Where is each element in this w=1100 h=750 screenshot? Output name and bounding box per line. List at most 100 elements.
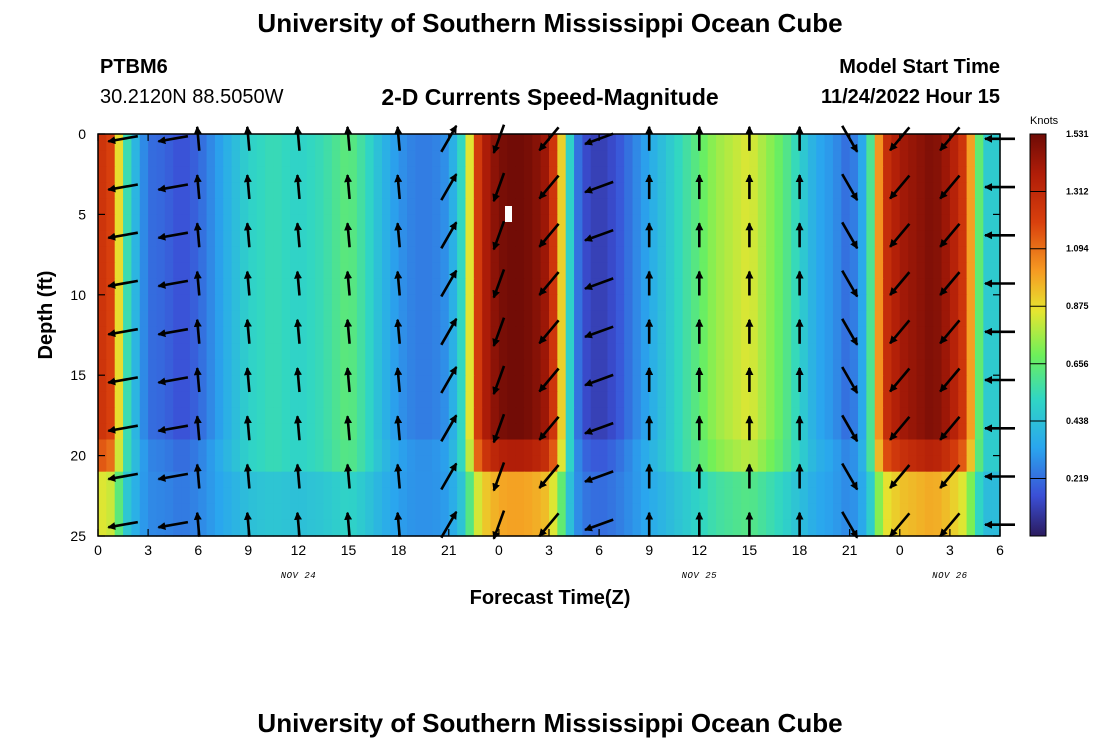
heatmap-cell — [432, 407, 442, 425]
heatmap-cell — [632, 439, 642, 457]
heatmap-cell — [649, 294, 659, 312]
heatmap-cell — [557, 198, 567, 215]
heatmap-cell — [549, 246, 558, 264]
heatmap-cell — [766, 423, 776, 441]
heatmap-cell — [766, 262, 776, 280]
heatmap-cell — [214, 278, 224, 296]
heatmap-cell — [98, 150, 107, 167]
heatmap-cell — [273, 503, 283, 521]
heatmap-cell — [599, 294, 609, 312]
current-arrow — [889, 271, 911, 296]
heatmap-cell — [807, 134, 817, 151]
heatmap-cell — [290, 423, 300, 441]
heatmap-cell — [916, 134, 926, 151]
page-title: University of Southern Mississippi Ocean… — [257, 8, 843, 38]
heatmap-cell — [507, 359, 517, 376]
colorbar-unit: Knots — [1030, 115, 1059, 127]
heatmap-cell — [732, 310, 742, 328]
heatmap-cell — [223, 230, 233, 248]
heatmap-cell — [273, 391, 283, 408]
x-tick-label: 21 — [842, 542, 858, 558]
heatmap-cell — [298, 134, 308, 151]
heatmap-cell — [248, 150, 258, 167]
heatmap-cell — [657, 423, 667, 441]
heatmap-cell — [114, 503, 124, 521]
heatmap-cell — [908, 375, 918, 392]
heatmap-cell — [198, 471, 208, 489]
heatmap-cell — [181, 503, 191, 521]
heatmap-cell — [949, 326, 959, 344]
heatmap-cell — [432, 519, 442, 537]
heatmap-cell — [883, 359, 893, 376]
heatmap-cell — [457, 503, 467, 521]
heatmap-cell — [582, 487, 592, 505]
heatmap-cell — [315, 150, 325, 167]
heatmap-cell — [991, 134, 1001, 151]
y-tick-label: 5 — [78, 206, 86, 222]
heatmap-cell — [949, 294, 959, 312]
heatmap-cell — [883, 503, 893, 521]
heatmap-cell — [507, 423, 517, 441]
heatmap-cell — [983, 487, 993, 505]
heatmap-cell — [407, 198, 416, 215]
heatmap-cell — [958, 503, 968, 521]
current-arrow — [394, 222, 403, 248]
heatmap-cell — [181, 519, 191, 537]
heatmap-cell — [381, 214, 391, 232]
heatmap-cell — [782, 471, 792, 489]
heatmap-cell — [615, 407, 625, 425]
heatmap-cell — [799, 134, 809, 151]
heatmap-cell — [599, 230, 609, 248]
heatmap-cell — [615, 391, 625, 408]
heatmap-cell — [540, 439, 550, 457]
heatmap-cell — [966, 310, 976, 328]
heatmap-cell — [807, 519, 817, 537]
heatmap-cell — [523, 455, 533, 473]
heatmap-cell — [858, 423, 867, 441]
heatmap-cell — [365, 407, 375, 425]
heatmap-cell — [465, 455, 475, 473]
heatmap-cell — [824, 150, 834, 167]
heatmap-cell — [632, 262, 642, 280]
heatmap-cell — [390, 519, 400, 537]
heatmap-cell — [223, 407, 233, 425]
heatmap-cell — [607, 150, 617, 167]
heatmap-cell — [699, 166, 709, 183]
heatmap-cell — [749, 391, 759, 408]
heatmap-cell — [665, 134, 675, 151]
heatmap-cell — [515, 262, 525, 280]
heatmap-cell — [365, 310, 375, 328]
heatmap-cell — [640, 326, 650, 344]
heatmap-cell — [181, 230, 191, 248]
heatmap-cell — [632, 294, 642, 312]
heatmap-cell — [991, 214, 1001, 232]
heatmap-cell — [415, 166, 425, 183]
heatmap-cell — [231, 471, 241, 489]
heatmap-cell — [507, 471, 517, 489]
heatmap-cell — [782, 214, 792, 232]
heatmap-cell — [281, 182, 291, 199]
heatmap-cell — [707, 246, 717, 264]
heatmap-cell — [908, 246, 918, 264]
heatmap-cell — [949, 391, 959, 408]
heatmap-cell — [348, 503, 358, 521]
heatmap-cell — [398, 150, 408, 167]
heatmap-cell — [298, 519, 308, 537]
heatmap-cell — [757, 359, 767, 376]
heatmap-cell — [557, 455, 567, 473]
heatmap-cell — [732, 134, 742, 151]
heatmap-cell — [707, 198, 717, 215]
heatmap-cell — [248, 439, 258, 457]
heatmap-cell — [131, 439, 141, 457]
heatmap-cell — [749, 198, 759, 215]
heatmap-cell — [874, 359, 884, 376]
heatmap-cell — [799, 439, 809, 457]
heatmap-cell — [298, 359, 308, 376]
heatmap-cell — [273, 375, 283, 392]
heatmap-cell — [924, 519, 934, 537]
heatmap-cell — [407, 375, 416, 392]
heatmap-cell — [565, 326, 575, 344]
heatmap-cell — [774, 150, 784, 167]
heatmap-cell — [841, 230, 851, 248]
heatmap-cell — [214, 487, 224, 505]
